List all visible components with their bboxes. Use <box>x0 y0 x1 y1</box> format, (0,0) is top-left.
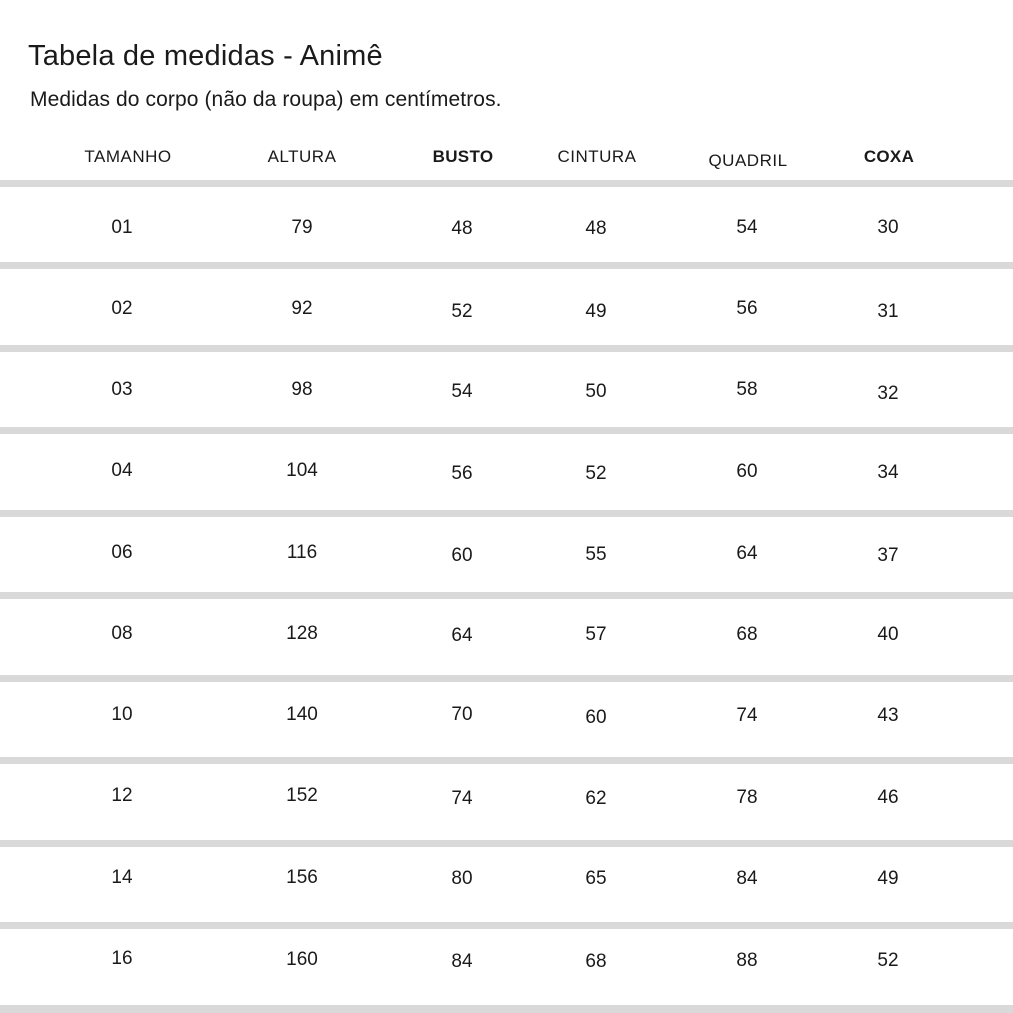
cell-tamanho: 02 <box>111 298 133 319</box>
cell-coxa: 40 <box>877 624 899 645</box>
cell-cintura: 62 <box>585 788 607 809</box>
column-header-quadril: QUADRIL <box>708 151 788 170</box>
row-divider <box>0 427 1013 434</box>
cell-cintura: 65 <box>585 868 607 889</box>
cell-altura: 160 <box>286 949 318 970</box>
cell-coxa: 31 <box>877 301 899 322</box>
row-divider <box>0 592 1013 599</box>
cell-cintura: 50 <box>585 381 607 402</box>
cell-busto: 52 <box>451 301 473 322</box>
cell-coxa: 34 <box>877 462 899 483</box>
cell-tamanho: 03 <box>111 379 133 400</box>
cell-altura: 152 <box>286 785 318 806</box>
cell-altura: 104 <box>286 460 318 481</box>
cell-quadril: 64 <box>736 543 758 564</box>
cell-quadril: 56 <box>736 298 758 319</box>
cell-coxa: 43 <box>877 705 899 726</box>
cell-tamanho: 06 <box>111 542 133 563</box>
cell-tamanho: 12 <box>111 785 133 806</box>
cell-coxa: 32 <box>877 383 899 404</box>
cell-tamanho: 10 <box>111 704 133 725</box>
row-divider <box>0 840 1013 847</box>
cell-busto: 74 <box>451 788 473 809</box>
cell-busto: 64 <box>451 625 473 646</box>
cell-busto: 56 <box>451 463 473 484</box>
cell-tamanho: 04 <box>111 460 133 481</box>
cell-quadril: 68 <box>736 624 758 645</box>
cell-quadril: 58 <box>736 379 758 400</box>
cell-tamanho: 01 <box>111 217 133 238</box>
cell-altura: 156 <box>286 867 318 888</box>
cell-tamanho: 14 <box>111 867 133 888</box>
page-subtitle: Medidas do corpo (não da roupa) em centí… <box>30 88 502 111</box>
cell-cintura: 68 <box>585 951 607 972</box>
cell-coxa: 49 <box>877 868 899 889</box>
cell-busto: 54 <box>451 381 473 402</box>
cell-altura: 98 <box>291 379 313 400</box>
cell-quadril: 84 <box>736 868 758 889</box>
column-header-coxa: COXA <box>863 147 915 166</box>
cell-coxa: 37 <box>877 545 899 566</box>
cell-cintura: 49 <box>585 301 607 322</box>
cell-busto: 70 <box>451 704 473 725</box>
row-divider <box>0 1005 1013 1013</box>
row-divider <box>0 675 1013 682</box>
cell-altura: 116 <box>286 542 318 563</box>
row-divider <box>0 757 1013 764</box>
cell-busto: 84 <box>451 951 473 972</box>
cell-coxa: 46 <box>877 787 899 808</box>
row-divider <box>0 262 1013 269</box>
cell-cintura: 48 <box>585 218 607 239</box>
cell-quadril: 60 <box>736 461 758 482</box>
cell-tamanho: 08 <box>111 623 133 644</box>
cell-quadril: 88 <box>736 950 758 971</box>
cell-busto: 48 <box>451 218 473 239</box>
cell-altura: 140 <box>286 704 318 725</box>
column-header-altura: ALTURA <box>267 147 337 166</box>
column-header-cintura: CINTURA <box>557 147 637 166</box>
cell-cintura: 60 <box>585 707 607 728</box>
row-divider <box>0 180 1013 187</box>
row-divider <box>0 510 1013 517</box>
cell-coxa: 52 <box>877 950 899 971</box>
page-title: Tabela de medidas - Animê <box>28 40 383 72</box>
cell-cintura: 55 <box>585 544 607 565</box>
cell-busto: 60 <box>451 545 473 566</box>
cell-coxa: 30 <box>877 217 899 238</box>
cell-cintura: 52 <box>585 463 607 484</box>
row-divider <box>0 345 1013 352</box>
cell-tamanho: 16 <box>111 948 133 969</box>
cell-cintura: 57 <box>585 624 607 645</box>
cell-altura: 79 <box>291 217 313 238</box>
cell-quadril: 54 <box>736 217 758 238</box>
cell-quadril: 74 <box>736 705 758 726</box>
cell-busto: 80 <box>451 868 473 889</box>
column-header-busto: BUSTO <box>432 147 494 166</box>
cell-quadril: 78 <box>736 787 758 808</box>
row-divider <box>0 922 1013 929</box>
cell-altura: 128 <box>286 623 318 644</box>
column-header-tamanho: TAMANHO <box>84 147 172 166</box>
cell-altura: 92 <box>291 298 313 319</box>
